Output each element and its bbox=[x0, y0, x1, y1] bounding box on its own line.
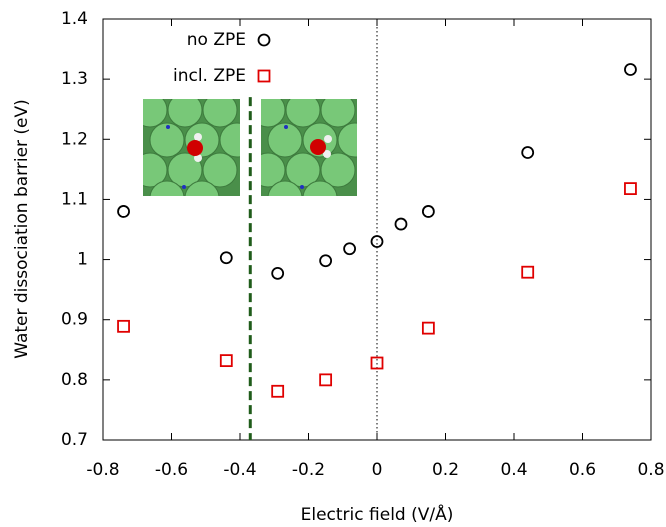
point bbox=[624, 182, 637, 196]
point bbox=[370, 356, 384, 370]
y-tick-label: 0.8 bbox=[61, 370, 88, 390]
point bbox=[271, 384, 285, 398]
point bbox=[624, 63, 637, 76]
x-tick-label: 0.8 bbox=[637, 460, 664, 480]
legend-marker bbox=[257, 69, 271, 83]
point bbox=[319, 254, 333, 268]
y-tick-label: 1.2 bbox=[61, 129, 88, 149]
point bbox=[421, 321, 435, 335]
inset-right bbox=[261, 99, 357, 196]
point bbox=[421, 205, 435, 218]
point bbox=[343, 242, 357, 256]
point bbox=[394, 217, 408, 231]
y-tick-label: 0.7 bbox=[61, 430, 88, 450]
x-tick-label: 0 bbox=[372, 460, 383, 480]
x-tick-label: -0.2 bbox=[292, 460, 325, 480]
point bbox=[271, 267, 285, 280]
x-tick-label: 0.6 bbox=[569, 460, 596, 480]
y-tick-label: 1.3 bbox=[61, 69, 88, 89]
point bbox=[521, 146, 535, 159]
point bbox=[117, 319, 130, 333]
x-tick-label: -0.8 bbox=[86, 460, 119, 480]
point bbox=[319, 373, 333, 387]
point bbox=[521, 265, 535, 279]
point bbox=[370, 235, 384, 248]
x-axis-label: Electric field (V/Å) bbox=[301, 503, 454, 525]
inset-left bbox=[143, 99, 240, 196]
x-tick-label: -0.4 bbox=[223, 460, 256, 480]
y-tick-label: 1 bbox=[77, 250, 88, 270]
point bbox=[117, 205, 130, 218]
legend-label: incl. ZPE bbox=[173, 66, 246, 86]
x-tick-label: -0.6 bbox=[155, 460, 188, 480]
y-tick-label: 1.4 bbox=[61, 9, 88, 29]
y-tick-label: 0.9 bbox=[61, 310, 88, 330]
point bbox=[219, 354, 233, 368]
x-tick-label: 0.4 bbox=[500, 460, 527, 480]
y-axis-label: Water dissociation barrier (eV) bbox=[12, 99, 32, 359]
legend-marker bbox=[257, 33, 271, 47]
x-tick-label: 0.2 bbox=[432, 460, 459, 480]
point bbox=[219, 251, 233, 265]
legend-label: no ZPE bbox=[187, 30, 246, 50]
y-tick-label: 1.1 bbox=[61, 189, 88, 209]
